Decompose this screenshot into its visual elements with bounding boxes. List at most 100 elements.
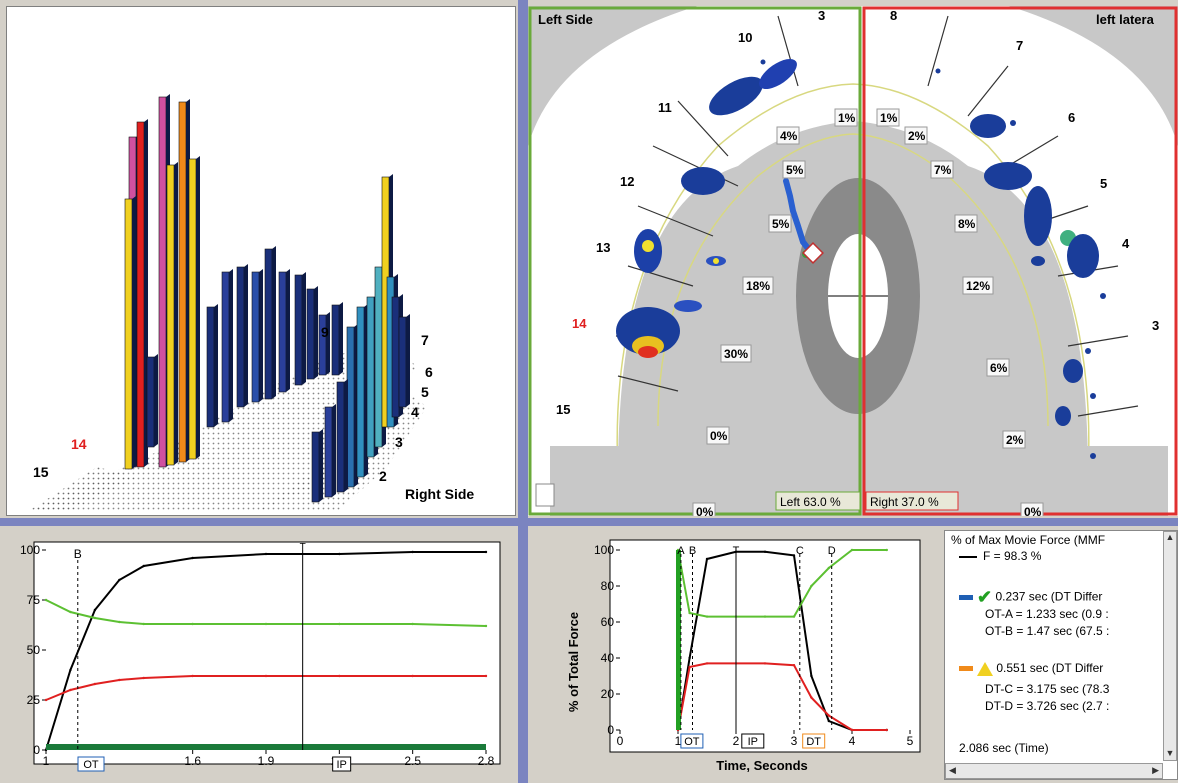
- percent-label-box: [904, 126, 928, 145]
- force-bar: [188, 158, 197, 460]
- y-tick-label: 80: [601, 579, 615, 593]
- force-bar-side: [339, 302, 343, 375]
- force-bar-side: [314, 286, 318, 379]
- y-tick-label: 25: [27, 693, 41, 707]
- series-point: [705, 557, 709, 561]
- ip-box[interactable]: [741, 733, 765, 749]
- x-tick-label: 3: [791, 734, 798, 748]
- scroll-down-icon[interactable]: ▼: [1165, 748, 1175, 758]
- force-bar: [236, 266, 245, 408]
- legend-hscrollbar[interactable]: ◀ ▶: [945, 763, 1163, 779]
- legend-ot-row[interactable]: ✔ 0.237 sec (DT Differ: [959, 587, 1102, 608]
- force-bars: [124, 94, 410, 503]
- y-tick-label: 0: [607, 723, 614, 737]
- series-point: [688, 611, 691, 615]
- timing-marker[interactable]: C: [796, 545, 804, 557]
- timing-marker[interactable]: T: [733, 545, 740, 557]
- y-tick-label: 40: [601, 651, 615, 665]
- floor-block-right: [1058, 446, 1168, 516]
- series-point: [264, 552, 268, 556]
- force-bar: [221, 271, 230, 423]
- scroll-up-icon[interactable]: ▲: [1165, 532, 1175, 542]
- tooth-number-3: 3: [1152, 318, 1159, 333]
- force-bar: [251, 271, 260, 403]
- force-bar: [124, 198, 133, 470]
- force-bar-side: [196, 156, 200, 459]
- percent-label: 0%: [710, 429, 728, 443]
- percent-label-box: [742, 276, 774, 295]
- tooth-label-4: 4: [411, 404, 419, 420]
- legend-dt-d: DT-D = 3.726 sec (2.7 :: [985, 699, 1110, 713]
- marker-b[interactable]: B: [74, 547, 82, 561]
- percent-label: 30%: [724, 347, 748, 361]
- series-line: [45, 675, 486, 701]
- series-point: [763, 615, 767, 618]
- timing-marker[interactable]: D: [828, 545, 836, 557]
- ip-box[interactable]: [332, 756, 352, 772]
- 3d-force-canvas: Right Side 15 14 9 7 6 5 4 3 2: [27, 94, 474, 512]
- force-bar-side: [332, 404, 336, 497]
- percent-label: 4%: [780, 129, 798, 143]
- series-point: [44, 698, 48, 702]
- marker-t[interactable]: T: [300, 542, 306, 553]
- arch-force-map[interactable]: Left Side left latera 10 11 12 13 14 15 …: [528, 6, 1178, 516]
- tooth-label-15: 15: [33, 464, 49, 480]
- y-tick-label: 75: [27, 593, 41, 607]
- force-bar: [391, 296, 400, 418]
- contact-bar: [46, 744, 486, 750]
- tooth-number-14: 14: [572, 316, 587, 331]
- left-side-title: Left Side: [538, 12, 593, 27]
- cof-end-marker[interactable]: [802, 242, 824, 264]
- 3d-force-view[interactable]: Right Side 15 14 9 7 6 5 4 3 2: [6, 6, 516, 516]
- legend-vscrollbar[interactable]: ▲ ▼: [1163, 531, 1177, 761]
- x-tick-label: 1: [43, 754, 50, 768]
- percent-label-box: [768, 214, 792, 233]
- series-point: [69, 610, 72, 614]
- scroll-left-icon[interactable]: ◀: [949, 765, 956, 775]
- dt-box[interactable]: [802, 733, 826, 749]
- force-bar: [366, 296, 375, 458]
- ot-box[interactable]: [680, 733, 704, 749]
- legend-ot-diff: 0.237 sec (DT Differ: [995, 589, 1103, 604]
- floor-block-left: [550, 446, 690, 516]
- timing-marker[interactable]: B: [689, 545, 696, 557]
- graph2-canvas: 100 80 60 40 20 00 1 2 3 4 5 A B T C D OT IP DT % of Total…: [566, 539, 921, 773]
- y-tick-label: 0: [33, 743, 40, 757]
- force-bar: [178, 101, 187, 463]
- tooth-label-9: 9: [321, 324, 329, 340]
- vertical-splitter[interactable]: [518, 0, 528, 783]
- series-point: [850, 728, 854, 732]
- graph2-y-label: % of Total Force: [566, 612, 581, 712]
- ip-box-label: IP: [748, 736, 758, 748]
- series-point: [338, 622, 341, 626]
- right-total-box: [865, 491, 959, 511]
- tooth-number-12: 12: [620, 174, 634, 189]
- timing-marker[interactable]: A: [677, 545, 685, 557]
- series-point: [264, 674, 268, 678]
- percent-label-box: [954, 214, 978, 233]
- timing-legend[interactable]: % of Max Movie Force (MMF F = 98.3 % ✔ 0…: [944, 530, 1178, 780]
- force-bar-side: [319, 429, 323, 502]
- x-tick-label: 2.8: [478, 754, 495, 768]
- series-point: [411, 550, 414, 554]
- tooth-label-14: 14: [71, 436, 87, 452]
- percent-label-box: [1002, 430, 1026, 449]
- series-point: [338, 674, 341, 678]
- ot-box[interactable]: [77, 756, 105, 772]
- percent-label-box: [706, 426, 730, 445]
- percent-label-box: [1020, 502, 1044, 516]
- map-corner-box[interactable]: [535, 483, 555, 507]
- series-point: [484, 624, 488, 628]
- force-bar: [374, 266, 383, 448]
- force-time-graph-full[interactable]: 100 80 60 40 20 0 0 1 2 3 4 5 A B T C D OT IP DT % of Total…: [540, 530, 940, 780]
- percent-label: 7%: [934, 163, 952, 177]
- scroll-right-icon[interactable]: ▶: [1152, 765, 1159, 775]
- percent-labels: 4% 1% 5% 5% 18% 30% 0% 0% 1% 2% 7% 8% 12% 6% 2% 0%: [692, 108, 1044, 516]
- legend-dt-row[interactable]: 0.551 sec (DT Differ: [959, 661, 1103, 676]
- dt-box-label: DT: [806, 736, 821, 748]
- series-point: [69, 668, 72, 672]
- series-point: [885, 548, 888, 552]
- tooth-label-7: 7: [421, 332, 429, 348]
- horizontal-splitter[interactable]: [0, 518, 1178, 526]
